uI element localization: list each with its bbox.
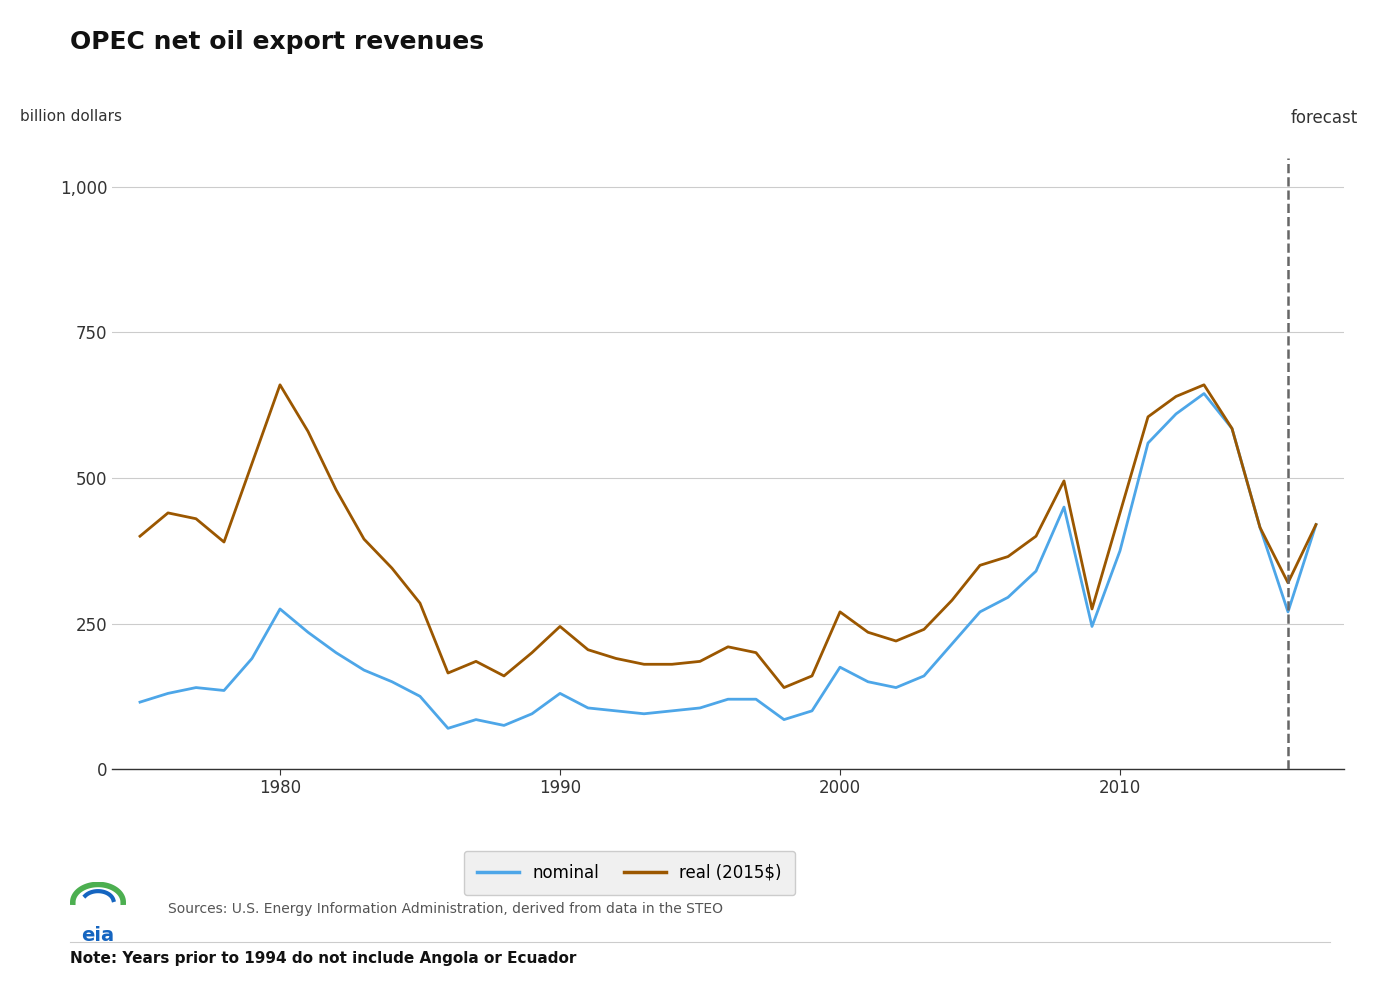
nominal xyxy=(272,603,288,615)
Line: real (2015$): real (2015$) xyxy=(140,385,1316,687)
nominal xyxy=(664,705,680,717)
real (2015$) xyxy=(188,513,204,525)
real (2015$) xyxy=(1056,475,1072,487)
real (2015$) xyxy=(552,620,568,632)
real (2015$) xyxy=(468,656,484,668)
real (2015$) xyxy=(720,641,736,653)
real (2015$) xyxy=(244,458,260,469)
real (2015$) xyxy=(776,681,792,693)
real (2015$) xyxy=(496,670,512,682)
real (2015$) xyxy=(860,626,876,638)
real (2015$) xyxy=(1028,530,1044,542)
nominal xyxy=(1084,620,1100,632)
real (2015$) xyxy=(440,668,456,679)
nominal xyxy=(132,696,148,708)
real (2015$) xyxy=(664,659,680,670)
real (2015$) xyxy=(160,507,176,519)
real (2015$) xyxy=(1084,603,1100,615)
nominal xyxy=(356,665,372,676)
real (2015$) xyxy=(328,484,344,496)
real (2015$) xyxy=(1224,423,1240,435)
nominal xyxy=(440,723,456,735)
nominal xyxy=(608,705,624,717)
real (2015$) xyxy=(1308,519,1324,530)
real (2015$) xyxy=(132,530,148,542)
real (2015$) xyxy=(1196,379,1212,390)
nominal xyxy=(216,684,232,696)
nominal xyxy=(832,662,848,673)
Text: forecast: forecast xyxy=(1291,108,1358,127)
real (2015$) xyxy=(356,533,372,545)
real (2015$) xyxy=(300,426,316,438)
Text: billion dollars: billion dollars xyxy=(20,108,122,124)
real (2015$) xyxy=(944,595,960,606)
nominal xyxy=(860,675,876,687)
nominal xyxy=(1224,423,1240,435)
nominal xyxy=(1196,387,1212,399)
nominal xyxy=(468,714,484,726)
real (2015$) xyxy=(832,606,848,618)
nominal xyxy=(160,687,176,699)
nominal xyxy=(580,702,596,714)
real (2015$) xyxy=(636,659,652,670)
real (2015$) xyxy=(412,598,428,609)
nominal xyxy=(496,720,512,732)
real (2015$) xyxy=(608,653,624,665)
real (2015$) xyxy=(916,623,932,635)
nominal xyxy=(916,670,932,682)
nominal xyxy=(1028,565,1044,577)
nominal xyxy=(412,690,428,702)
real (2015$) xyxy=(272,379,288,390)
real (2015$) xyxy=(1280,577,1296,589)
Legend: nominal, real (2015$): nominal, real (2015$) xyxy=(463,851,795,895)
real (2015$) xyxy=(888,635,904,647)
nominal xyxy=(1000,592,1016,603)
nominal xyxy=(328,647,344,659)
Text: OPEC net oil export revenues: OPEC net oil export revenues xyxy=(70,30,484,53)
Text: Note: Years prior to 1994 do not include Angola or Ecuador: Note: Years prior to 1994 do not include… xyxy=(70,951,577,966)
real (2015$) xyxy=(580,644,596,656)
nominal xyxy=(1140,437,1156,449)
real (2015$) xyxy=(1252,522,1268,533)
real (2015$) xyxy=(1140,411,1156,423)
real (2015$) xyxy=(804,670,820,682)
nominal xyxy=(384,675,400,687)
nominal xyxy=(244,653,260,665)
real (2015$) xyxy=(972,559,988,571)
nominal xyxy=(972,606,988,618)
real (2015$) xyxy=(1168,390,1184,402)
real (2015$) xyxy=(216,536,232,548)
nominal xyxy=(552,687,568,699)
real (2015$) xyxy=(1112,507,1128,519)
nominal xyxy=(748,693,764,705)
Text: eia: eia xyxy=(81,926,115,945)
real (2015$) xyxy=(748,647,764,659)
nominal xyxy=(776,714,792,726)
nominal xyxy=(720,693,736,705)
real (2015$) xyxy=(692,656,708,668)
nominal xyxy=(804,705,820,717)
real (2015$) xyxy=(384,562,400,574)
nominal xyxy=(1112,545,1128,557)
real (2015$) xyxy=(1000,550,1016,562)
Line: nominal: nominal xyxy=(140,393,1316,729)
nominal xyxy=(1168,408,1184,420)
nominal xyxy=(188,681,204,693)
nominal xyxy=(524,708,540,720)
nominal xyxy=(692,702,708,714)
Text: Sources: U.S. Energy Information Administration, derived from data in the STEO: Sources: U.S. Energy Information Adminis… xyxy=(168,902,722,916)
nominal xyxy=(300,626,316,638)
nominal xyxy=(636,708,652,720)
nominal xyxy=(1280,606,1296,618)
nominal xyxy=(1308,519,1324,530)
nominal xyxy=(944,638,960,650)
nominal xyxy=(888,681,904,693)
real (2015$) xyxy=(524,647,540,659)
nominal xyxy=(1056,501,1072,513)
nominal xyxy=(1252,522,1268,533)
